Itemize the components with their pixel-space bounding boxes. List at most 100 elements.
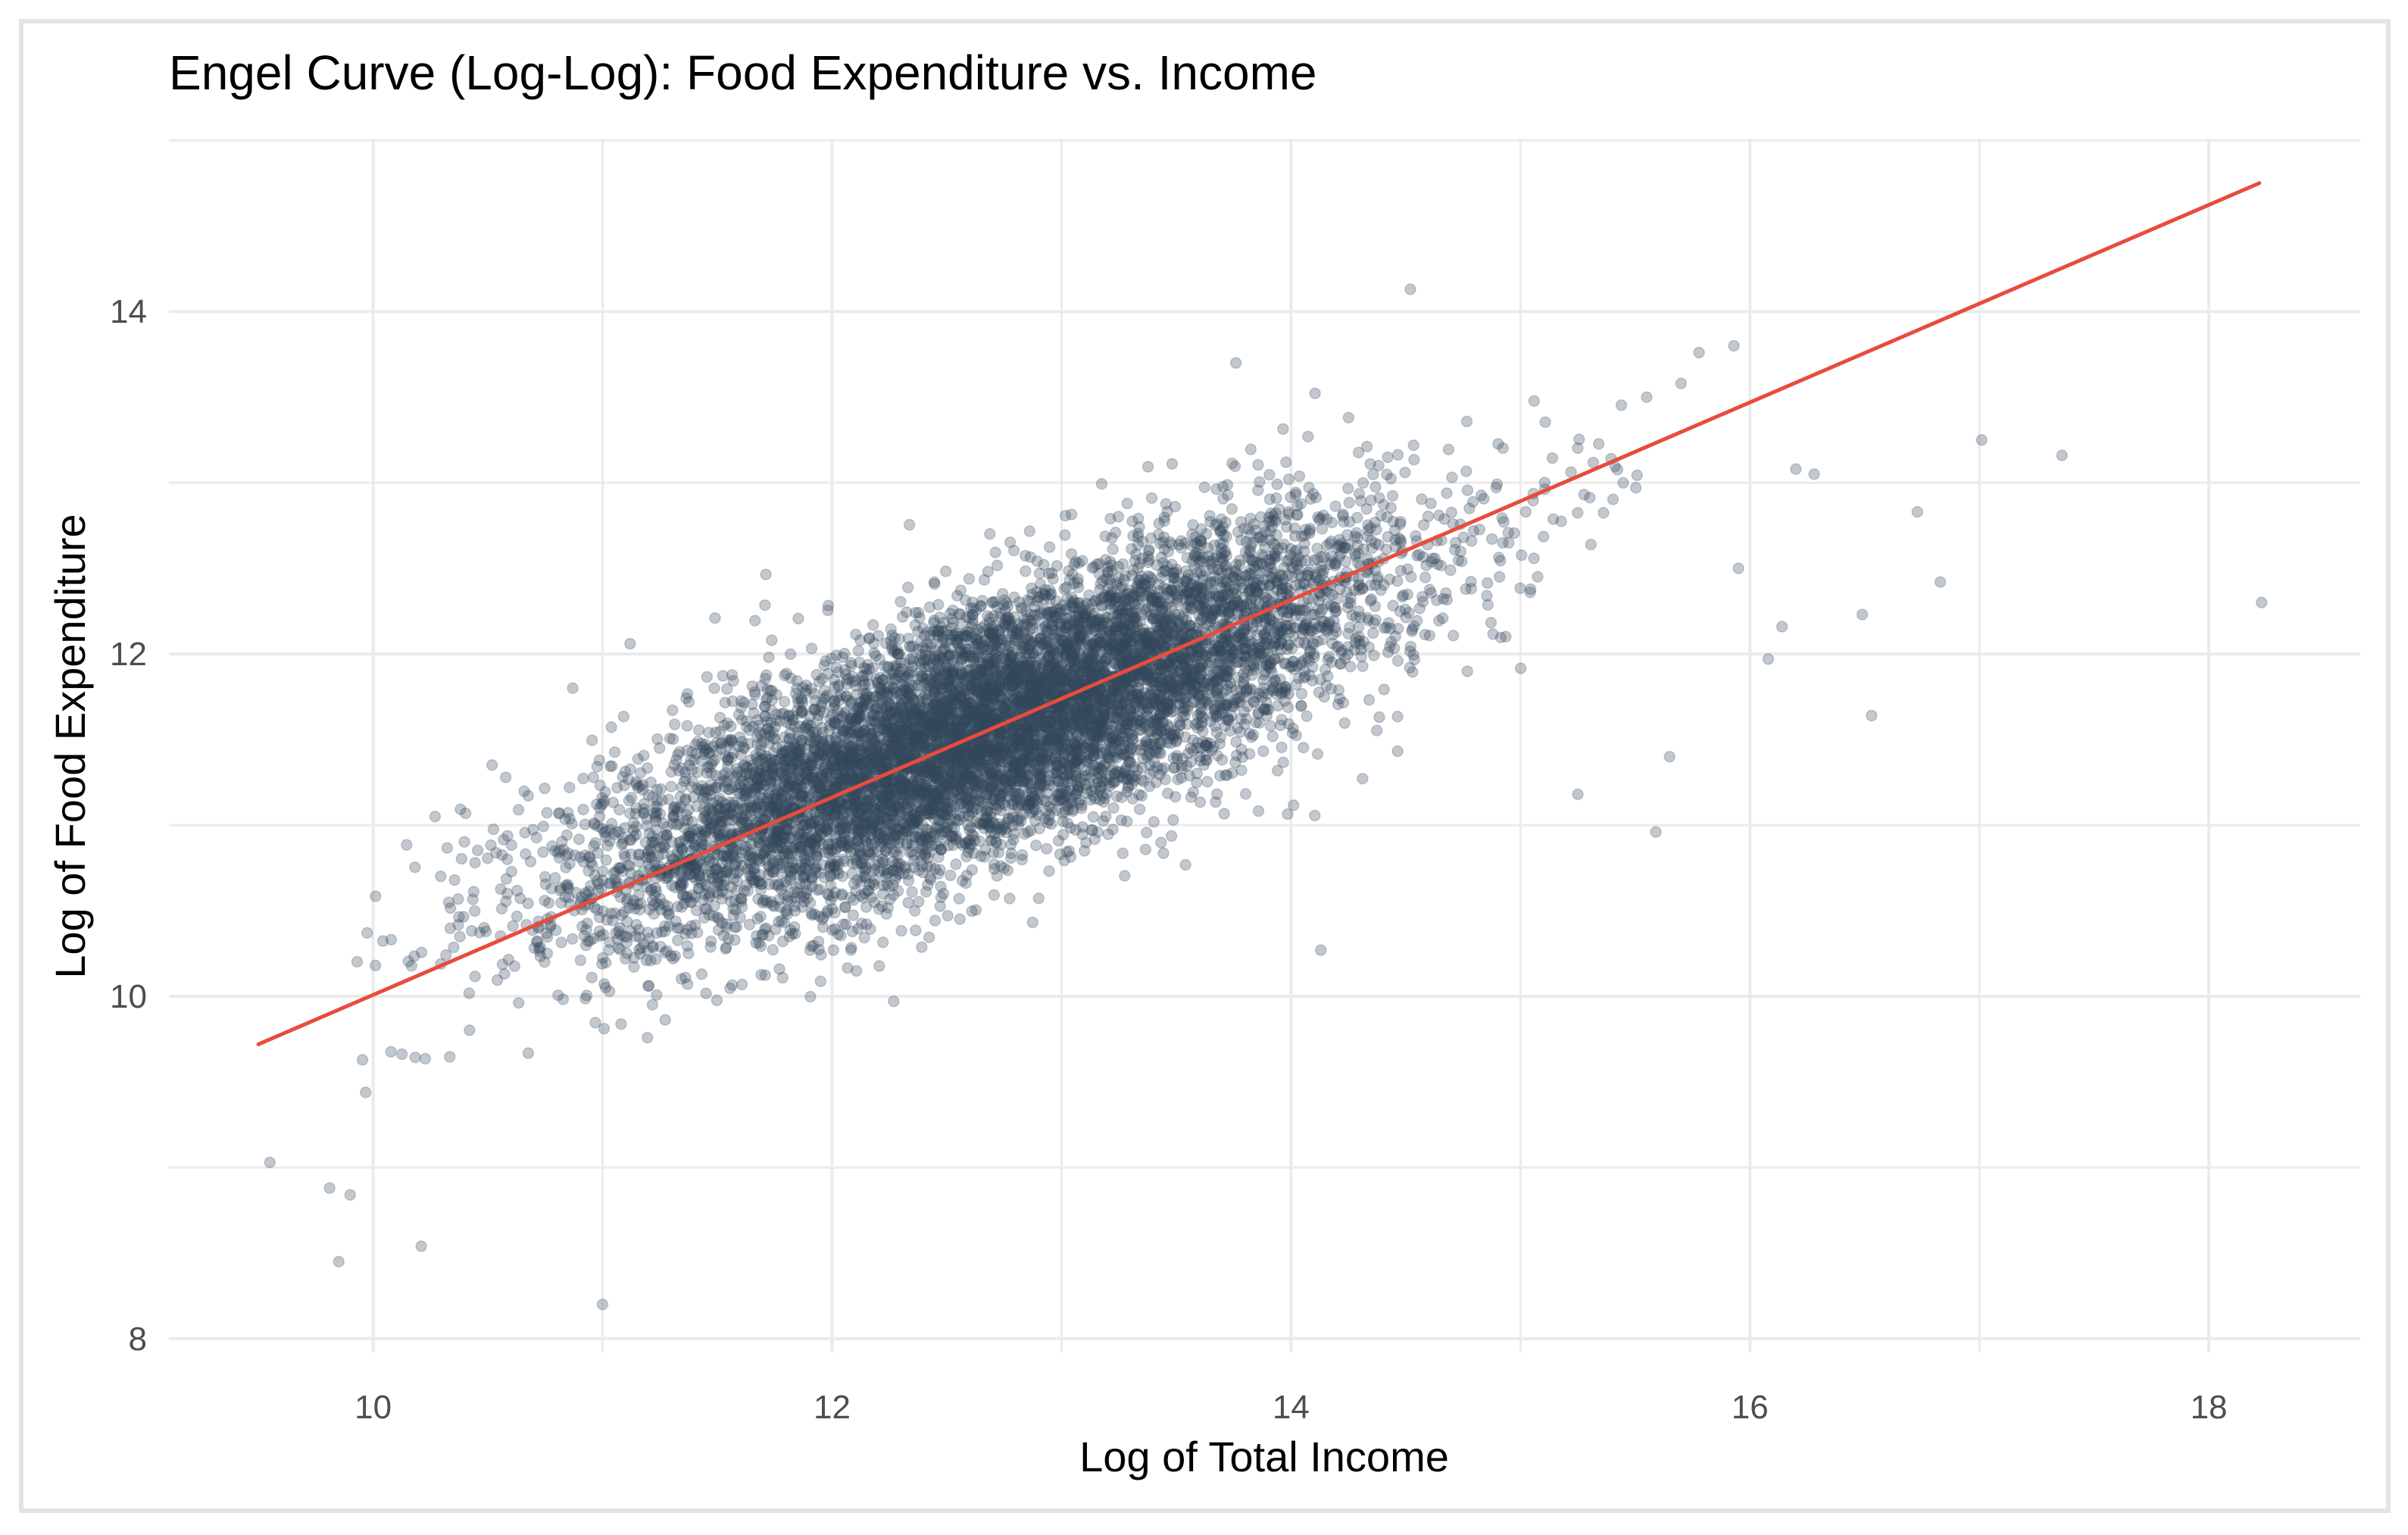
- data-point: [864, 828, 877, 841]
- data-point: [994, 780, 1007, 793]
- data-point: [1264, 720, 1277, 732]
- data-point: [938, 718, 951, 731]
- data-point: [441, 842, 454, 854]
- data-point: [931, 765, 943, 777]
- data-point: [999, 639, 1012, 651]
- data-point: [642, 789, 654, 802]
- data-point: [860, 901, 873, 913]
- data-point: [1220, 546, 1232, 558]
- data-point: [1117, 768, 1130, 780]
- data-point: [986, 680, 998, 692]
- data-point: [1290, 553, 1303, 565]
- data-point: [909, 606, 922, 619]
- data-point: [963, 573, 976, 585]
- data-point: [1108, 629, 1121, 641]
- data-point: [1094, 722, 1106, 735]
- data-point: [1080, 695, 1093, 708]
- data-point: [739, 783, 752, 796]
- data-point: [1528, 552, 1540, 564]
- data-point: [1132, 714, 1144, 727]
- data-point: [880, 671, 892, 683]
- data-point: [845, 768, 857, 781]
- data-point: [1149, 630, 1162, 643]
- data-point: [662, 793, 675, 805]
- data-point: [1243, 748, 1256, 760]
- data-point: [833, 824, 846, 836]
- data-point: [827, 944, 840, 956]
- data-point: [1008, 755, 1020, 767]
- data-point: [922, 677, 934, 689]
- data-point: [409, 1051, 421, 1064]
- data-point: [1071, 779, 1084, 791]
- data-point: [939, 565, 952, 577]
- data-point: [1038, 753, 1051, 766]
- data-point: [970, 754, 982, 767]
- data-point: [1343, 496, 1355, 509]
- data-point: [821, 806, 834, 819]
- data-point: [928, 793, 940, 805]
- data-point: [766, 634, 778, 646]
- data-point: [1225, 601, 1238, 613]
- data-point: [1460, 465, 1473, 477]
- data-point: [929, 653, 942, 665]
- data-point: [820, 811, 832, 824]
- data-point: [993, 681, 1006, 694]
- data-point: [1325, 535, 1338, 548]
- data-point: [816, 858, 829, 871]
- data-point: [951, 753, 963, 765]
- data-point: [1019, 549, 1032, 562]
- data-point: [944, 772, 957, 785]
- data-point: [1045, 670, 1057, 682]
- data-point: [608, 746, 621, 758]
- data-point: [1001, 693, 1013, 705]
- data-point: [1280, 456, 1292, 468]
- data-point: [1137, 752, 1149, 765]
- data-point: [1020, 749, 1033, 761]
- data-point: [1189, 587, 1201, 599]
- data-point: [764, 836, 776, 849]
- data-point: [1141, 749, 1153, 761]
- data-point: [688, 860, 700, 872]
- data-point: [726, 736, 739, 748]
- data-point: [1291, 544, 1304, 556]
- data-point: [671, 934, 684, 946]
- data-point: [743, 918, 756, 931]
- data-point: [1206, 610, 1218, 622]
- data-point: [767, 943, 779, 956]
- data-point: [1032, 753, 1045, 765]
- data-point: [627, 830, 640, 843]
- data-point: [945, 621, 958, 634]
- data-point: [650, 953, 662, 965]
- data-point: [1015, 740, 1027, 752]
- data-point: [1245, 540, 1257, 552]
- data-point: [1039, 742, 1052, 755]
- data-point: [1395, 564, 1407, 577]
- data-point: [1042, 640, 1054, 652]
- data-point: [1515, 549, 1528, 561]
- data-point: [818, 692, 830, 705]
- data-point: [1033, 590, 1045, 603]
- data-point: [1059, 529, 1071, 542]
- data-point: [1154, 603, 1167, 616]
- data-point: [1391, 655, 1404, 667]
- data-point: [729, 857, 742, 870]
- data-point: [1108, 657, 1120, 669]
- data-point: [1546, 452, 1559, 464]
- data-point: [859, 811, 871, 824]
- data-point: [959, 696, 972, 708]
- data-point: [1266, 572, 1279, 584]
- data-point: [1199, 564, 1212, 577]
- data-point: [1514, 582, 1526, 595]
- data-point: [512, 996, 525, 1009]
- data-point: [1020, 565, 1032, 577]
- data-point: [1088, 749, 1100, 762]
- data-point: [1215, 596, 1227, 608]
- data-point: [638, 749, 650, 761]
- data-point: [854, 795, 867, 808]
- data-point: [784, 648, 797, 661]
- data-point: [736, 978, 748, 991]
- data-point: [914, 780, 927, 793]
- data-point: [541, 806, 553, 819]
- data-point: [674, 791, 686, 803]
- data-point: [1547, 513, 1560, 525]
